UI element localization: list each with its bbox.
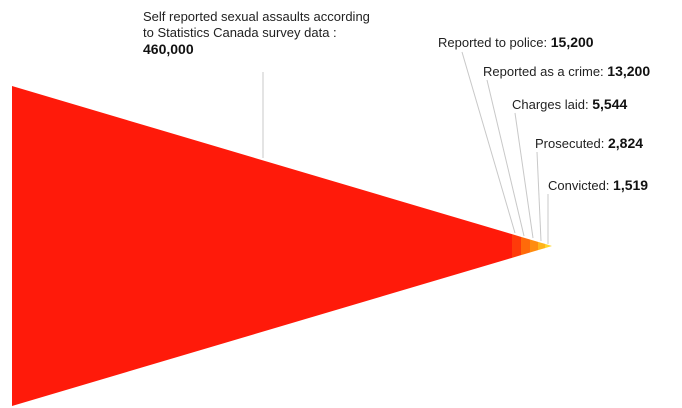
label-reported-to-police: Reported to police: 15,200 [438, 34, 594, 51]
label-prosecuted-value: 2,824 [608, 135, 644, 151]
segment-convicted [545, 243, 552, 249]
leader-prosecuted [536, 151, 542, 242]
label-reported-to-police-text: Reported to police: [438, 35, 548, 50]
label-convicted-value: 1,519 [613, 177, 649, 193]
label-self-reported-text: Self reported sexual assaults according … [143, 9, 370, 40]
segment-reported-to-police [512, 234, 521, 258]
label-prosecuted: Prosecuted: 2,824 [535, 135, 643, 152]
label-charges-laid-text: Charges laid: [512, 97, 589, 112]
segment-self-reported [12, 86, 512, 406]
label-reported-as-crime: Reported as a crime: 13,200 [483, 63, 650, 80]
leader-reported-to-police [461, 51, 516, 234]
label-convicted: Convicted: 1,519 [548, 177, 648, 194]
segment-reported-as-crime [521, 236, 530, 256]
label-reported-to-police-value: 15,200 [550, 34, 594, 50]
leader-lines [262, 51, 549, 244]
label-self-reported: Self reported sexual assaults according … [143, 9, 373, 58]
label-convicted-text: Convicted: [548, 178, 610, 193]
label-reported-as-crime-text: Reported as a crime: [483, 64, 604, 79]
segment-prosecuted [538, 241, 545, 251]
label-prosecuted-text: Prosecuted: [535, 136, 605, 151]
leader-reported-as-crime [486, 79, 525, 237]
segment-charges-laid [530, 239, 538, 253]
label-charges-laid: Charges laid: 5,544 [512, 96, 627, 113]
leader-charges-laid [514, 112, 534, 239]
label-charges-laid-value: 5,544 [592, 96, 628, 112]
label-reported-as-crime-value: 13,200 [607, 63, 651, 79]
funnel-segments [12, 86, 552, 406]
label-self-reported-value: 460,000 [143, 41, 194, 57]
